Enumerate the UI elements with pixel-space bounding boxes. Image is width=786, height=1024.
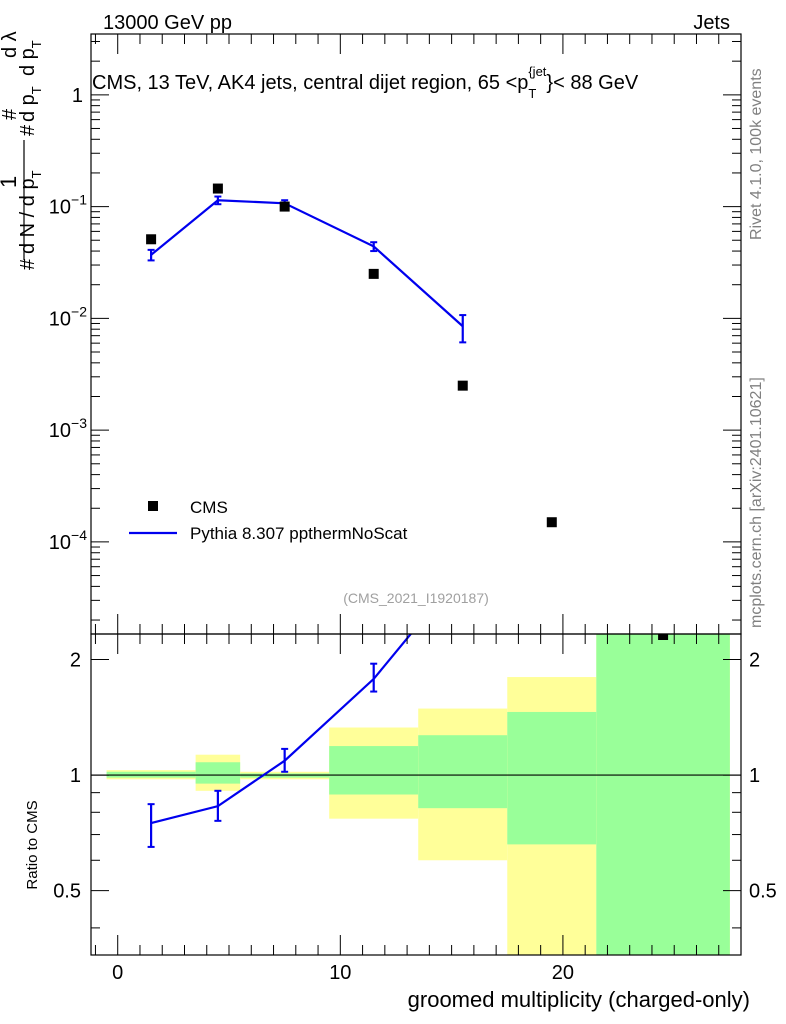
legend-marker-cms bbox=[148, 501, 158, 511]
main-panel bbox=[146, 183, 669, 640]
cms-point-5 bbox=[546, 517, 557, 528]
legend: CMS Pythia 8.307 ppthermNoScat bbox=[129, 498, 408, 543]
main-line-pythia bbox=[150, 199, 464, 328]
cms-point-6 bbox=[658, 634, 669, 640]
side-text-rivet: Rivet 4.1.0, 100k events bbox=[748, 68, 765, 240]
legend-label-pythia: Pythia 8.307 ppthermNoScat bbox=[190, 524, 408, 543]
ratio-y-axis-label: Ratio to CMS bbox=[24, 800, 41, 889]
svg-text:d N / d pT: d N / d pT bbox=[17, 170, 44, 254]
uncertainty-band-green-5 bbox=[507, 711, 597, 845]
header-left: 13000 GeV pp bbox=[103, 12, 232, 34]
ratio-frame bbox=[90, 633, 742, 956]
axes: 110−110−210−310−40.5 0.51 12 20 10 20 bbox=[49, 33, 777, 984]
analysis-label: (CMS_2021_I1920187) bbox=[343, 590, 489, 606]
ratio-panel bbox=[91, 634, 741, 955]
svg-text:#: # bbox=[17, 258, 39, 270]
main-y-tick-label-0: 1 bbox=[72, 85, 83, 107]
ratio-y-tick-label-left-2: 2 bbox=[70, 649, 81, 671]
uncertainty-band-green-3 bbox=[329, 746, 419, 795]
svg-text:d pT: d pT bbox=[17, 86, 44, 122]
svg-text:d λ: d λ bbox=[0, 31, 21, 58]
main-y-tick-label-2: 10−2 bbox=[49, 303, 87, 330]
legend-label-cms: CMS bbox=[190, 498, 228, 517]
svg-text:1: 1 bbox=[0, 176, 21, 188]
uncertainty-band-green-1 bbox=[195, 762, 241, 784]
cms-point-1 bbox=[212, 183, 223, 194]
ratio-content bbox=[91, 634, 741, 955]
main-title: CMS, 13 TeV, AK4 jets, central dijet reg… bbox=[92, 64, 639, 101]
ratio-y-tick-label-left-1: 1 bbox=[70, 765, 81, 787]
ratio-y-tick-label-right-0: 0.5 bbox=[749, 881, 777, 903]
cms-point-2 bbox=[279, 201, 290, 212]
main-frame bbox=[90, 33, 742, 635]
x-tick-label-2: 20 bbox=[552, 962, 574, 984]
x-tick-label-0: 0 bbox=[112, 962, 123, 984]
main-y-tick-label-4: 10−4 bbox=[49, 527, 87, 554]
main-y-tick-label-1: 10−1 bbox=[49, 192, 87, 219]
x-tick-label-1: 10 bbox=[329, 962, 351, 984]
cms-point-4 bbox=[457, 380, 468, 391]
header-right: Jets bbox=[693, 12, 730, 34]
svg-text:d pT: d pT bbox=[17, 40, 44, 76]
cms-point-0 bbox=[146, 234, 157, 245]
uncertainty-band-green-4 bbox=[418, 735, 508, 809]
main-content bbox=[146, 183, 669, 640]
x-axis-label: groomed multiplicity (charged-only) bbox=[408, 987, 750, 1012]
ratio-y-tick-label-right-2: 2 bbox=[749, 649, 760, 671]
uncertainty-band-green-6 bbox=[596, 634, 730, 955]
main-y-axis-label: # d N / d pT 1 # d pT # d pT d λ d2N bbox=[0, 31, 44, 270]
ratio-y-tick-label-left-0: 0.5 bbox=[53, 881, 81, 903]
side-text-mcplots: mcplots.cern.ch [arXiv:2401.10621] bbox=[748, 377, 765, 628]
main-y-tick-label-3: 10−3 bbox=[49, 415, 87, 442]
svg-text:#: # bbox=[0, 108, 21, 120]
ratio-y-tick-label-right-1: 1 bbox=[749, 765, 760, 787]
cms-point-3 bbox=[368, 268, 379, 279]
svg-text:#: # bbox=[17, 124, 39, 136]
